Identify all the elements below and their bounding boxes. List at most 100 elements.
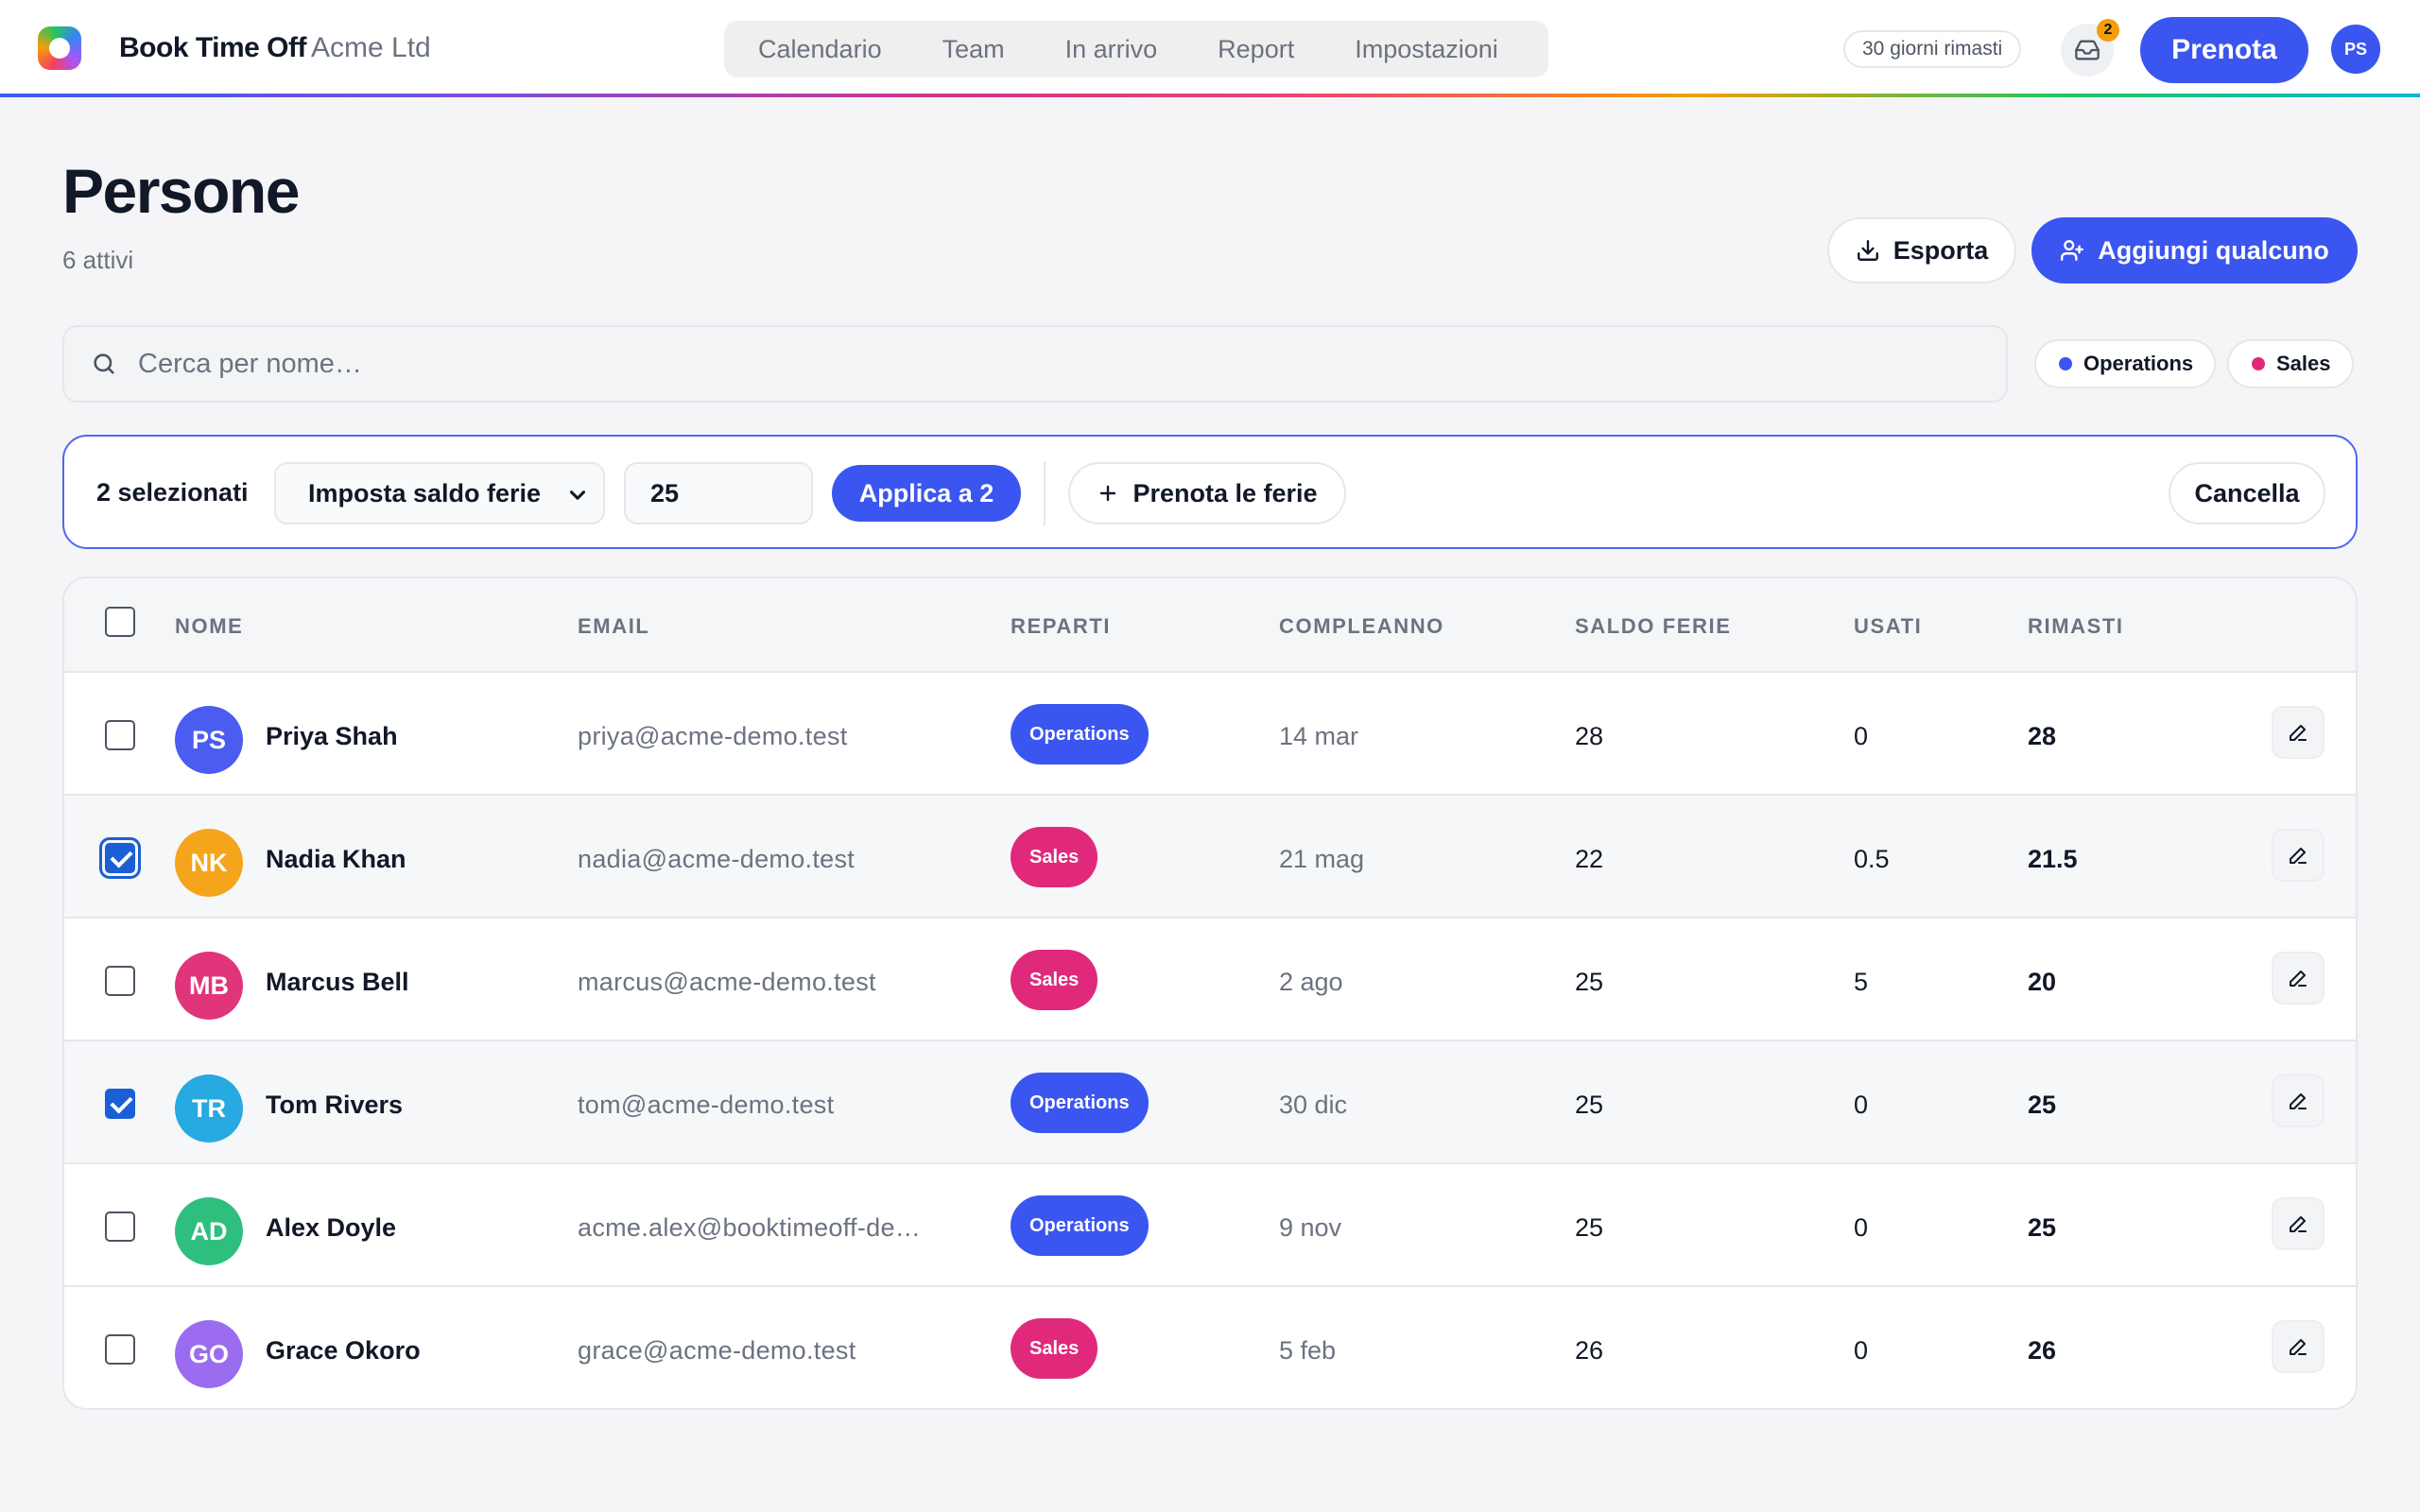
filter-chip-sales[interactable]: Sales — [2227, 339, 2354, 388]
department-badge: Operations — [1011, 704, 1149, 765]
apply-button[interactable]: Applica a 2 — [832, 465, 1021, 522]
leave-balance: 25 — [1575, 968, 1604, 996]
department-badge: Sales — [1011, 1318, 1098, 1379]
search-box — [62, 325, 2008, 403]
search-input[interactable] — [138, 348, 1934, 380]
table-row[interactable]: NK Nadia Khan nadia@acme-demo.test Sales… — [64, 796, 2356, 919]
app-logo-icon[interactable] — [38, 26, 81, 70]
column-header-reparti[interactable]: REPARTI — [1011, 614, 1112, 638]
filter-label: Sales — [2276, 352, 2331, 375]
leave-balance: 25 — [1575, 1213, 1604, 1242]
column-header-saldo-ferie[interactable]: SALDO FERIE — [1575, 614, 1732, 638]
book-leave-button[interactable]: Prenota le ferie — [1068, 462, 1346, 524]
column-header-rimasti[interactable]: RIMASTI — [2028, 614, 2124, 638]
column-header-compleanno[interactable]: COMPLEANNO — [1279, 614, 1444, 638]
leave-used: 0 — [1854, 1336, 1869, 1365]
nav-in-arrivo[interactable]: In arrivo — [1064, 34, 1158, 63]
person-name[interactable]: Grace Okoro — [266, 1336, 421, 1365]
person-name[interactable]: Tom Rivers — [266, 1091, 404, 1119]
nav-team[interactable]: Team — [942, 34, 1005, 63]
export-button[interactable]: Esporta — [1827, 217, 2016, 284]
brand-name[interactable]: Book Time Off — [119, 32, 306, 63]
leave-used: 0 — [1854, 722, 1869, 750]
avatar: GO — [175, 1320, 243, 1388]
person-name[interactable]: Priya Shah — [266, 722, 398, 750]
nav-report[interactable]: Report — [1218, 34, 1295, 63]
person-name[interactable]: Alex Doyle — [266, 1213, 397, 1242]
search-icon — [94, 353, 114, 374]
pencil-icon — [2290, 1216, 2307, 1232]
book-leave-label: Prenota le ferie — [1132, 478, 1318, 507]
person-name[interactable]: Marcus Bell — [266, 968, 409, 996]
row-checkbox[interactable] — [99, 837, 141, 879]
inbox-count-badge: 2 — [2097, 19, 2119, 42]
leave-remaining: 25 — [2028, 1091, 2057, 1119]
table-row[interactable]: MB Marcus Bell marcus@acme-demo.test Sal… — [64, 919, 2356, 1041]
divider — [1044, 461, 1046, 525]
edit-button[interactable] — [2272, 1197, 2325, 1250]
add-user-icon — [2061, 240, 2084, 261]
leave-used: 0 — [1854, 1091, 1869, 1119]
leave-used: 0.5 — [1854, 845, 1890, 873]
chevron-down-icon — [569, 490, 586, 500]
main-nav: Calendario Team In arrivo Report Imposta… — [724, 21, 1548, 77]
top-bar: Book Time Off Acme Ltd Calendario Team I… — [0, 0, 2420, 98]
pencil-icon — [2290, 1093, 2307, 1109]
edit-button[interactable] — [2272, 706, 2325, 759]
table-row[interactable]: PS Priya Shah priya@acme-demo.test Opera… — [64, 673, 2356, 796]
edit-button[interactable] — [2272, 1320, 2325, 1373]
birthday: 14 mar — [1279, 722, 1359, 750]
edit-button[interactable] — [2272, 1074, 2325, 1127]
cancel-button[interactable]: Cancella — [2169, 462, 2325, 524]
row-checkbox[interactable] — [105, 1089, 135, 1119]
add-person-button[interactable]: Aggiungi qualcuno — [2031, 217, 2358, 284]
active-count: 6 attivi — [62, 246, 134, 274]
bulk-action-bar: 2 selezionati Imposta saldo ferie 25 App… — [62, 435, 2358, 549]
avatar: MB — [175, 952, 243, 1020]
table-header: NOME EMAIL REPARTI COMPLEANNO SALDO FERI… — [64, 578, 2356, 673]
avatar: TR — [175, 1074, 243, 1143]
people-table: NOME EMAIL REPARTI COMPLEANNO SALDO FERI… — [62, 576, 2358, 1410]
row-checkbox[interactable] — [105, 1211, 135, 1242]
leave-balance: 26 — [1575, 1336, 1604, 1365]
column-header-email[interactable]: EMAIL — [578, 614, 650, 638]
filter-label: Operations — [2083, 352, 2194, 375]
column-header-usati[interactable]: USATI — [1854, 614, 1923, 638]
pencil-icon — [2290, 971, 2307, 987]
table-row[interactable]: AD Alex Doyle acme.alex@booktimeoff-de… … — [64, 1164, 2356, 1287]
row-checkbox[interactable] — [105, 1334, 135, 1365]
plus-icon — [1100, 485, 1116, 502]
person-email: acme.alex@booktimeoff-de… — [578, 1213, 922, 1242]
edit-button[interactable] — [2272, 952, 2325, 1005]
person-email: grace@acme-demo.test — [578, 1336, 856, 1365]
book-button[interactable]: Prenota — [2140, 17, 2308, 83]
avatar: AD — [175, 1197, 243, 1265]
column-header-nome[interactable]: NOME — [175, 614, 244, 638]
leave-balance: 25 — [1575, 1091, 1604, 1119]
department-badge: Operations — [1011, 1195, 1149, 1256]
edit-button[interactable] — [2272, 829, 2325, 882]
leave-used: 5 — [1854, 968, 1869, 996]
add-person-label: Aggiungi qualcuno — [2098, 235, 2329, 265]
leave-remaining: 21.5 — [2028, 845, 2078, 873]
row-checkbox[interactable] — [105, 720, 135, 750]
leave-balance: 28 — [1575, 722, 1604, 750]
row-checkbox[interactable] — [105, 966, 135, 996]
nav-impostazioni[interactable]: Impostazioni — [1355, 34, 1498, 63]
table-row[interactable]: GO Grace Okoro grace@acme-demo.test Sale… — [64, 1287, 2356, 1408]
pencil-icon — [2290, 725, 2307, 741]
select-all-checkbox[interactable] — [105, 607, 135, 637]
user-avatar[interactable]: PS — [2331, 25, 2380, 74]
leave-balance: 22 — [1575, 845, 1604, 873]
birthday: 9 nov — [1279, 1213, 1342, 1242]
filter-chip-operations[interactable]: Operations — [2034, 339, 2217, 388]
nav-calendario[interactable]: Calendario — [758, 34, 882, 63]
birthday: 5 feb — [1279, 1336, 1337, 1365]
person-email: marcus@acme-demo.test — [578, 968, 876, 996]
sales-dot — [2252, 357, 2265, 370]
bulk-action-select[interactable]: Imposta saldo ferie — [274, 462, 605, 524]
pencil-icon — [2290, 848, 2307, 864]
table-row[interactable]: TR Tom Rivers tom@acme-demo.test Operati… — [64, 1041, 2356, 1164]
bulk-value-input[interactable]: 25 — [624, 462, 813, 524]
person-name[interactable]: Nadia Khan — [266, 845, 406, 873]
